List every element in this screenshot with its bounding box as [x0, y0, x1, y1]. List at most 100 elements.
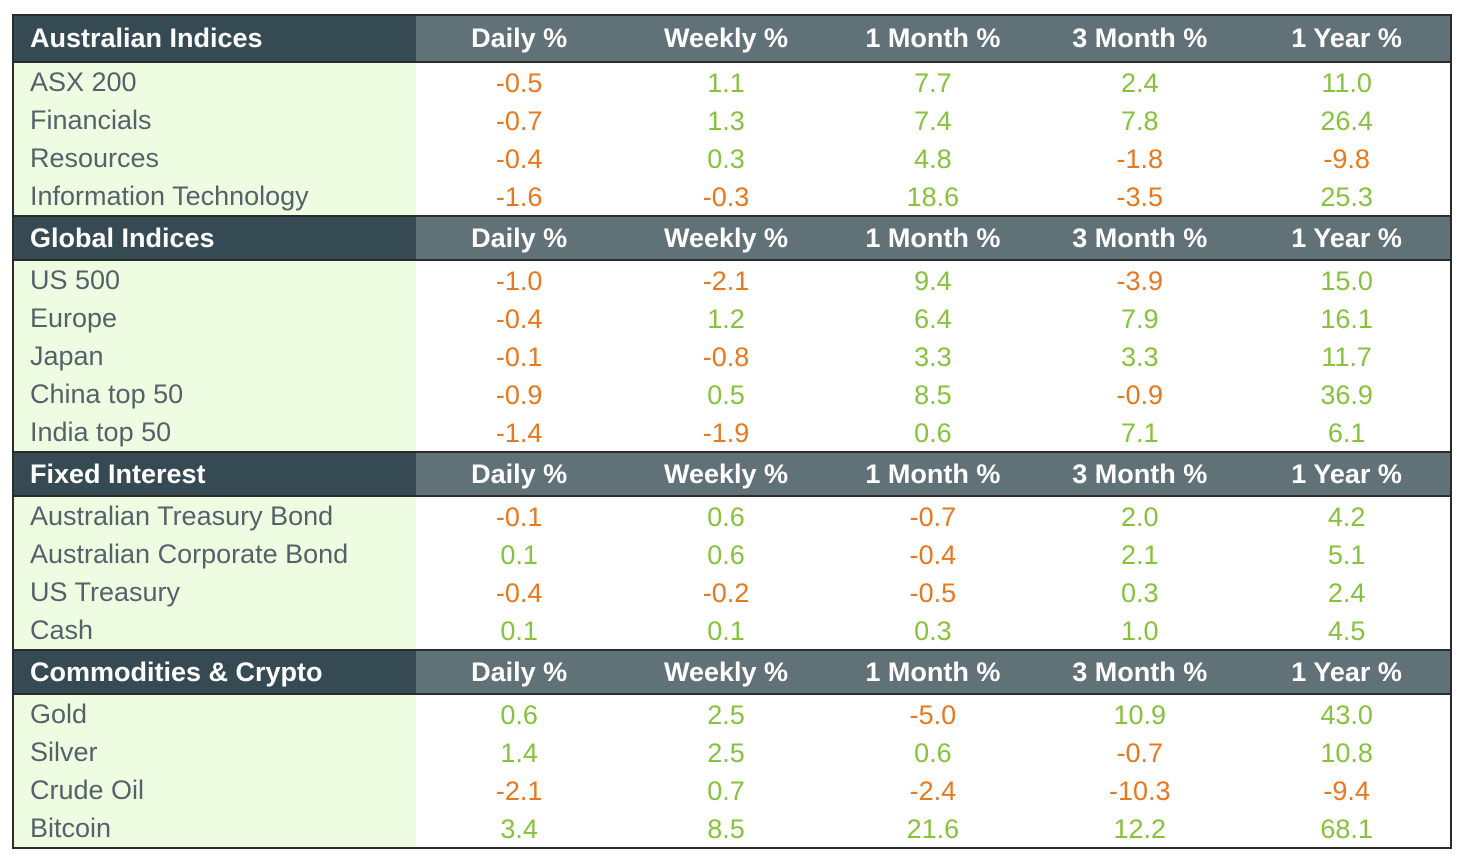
row-label: India top 50 [14, 413, 416, 451]
value-cell: 4.8 [914, 144, 952, 174]
value-cell: 2.0 [1120, 502, 1159, 532]
table-row: Europe -0.4 1.2 6.4 7.9 16.1 [14, 299, 1450, 337]
row-label: ASX 200 [14, 63, 416, 101]
value-cell: 16.1 [1320, 304, 1373, 334]
value-cell: -0.4 [495, 578, 543, 608]
row-label: Japan [14, 337, 416, 375]
value-cell: -0.7 [1116, 738, 1163, 768]
value-cell: 2.4 [1120, 68, 1159, 98]
column-header: Weekly % [622, 453, 830, 495]
column-header: 1 Month % [829, 651, 1037, 693]
value-cell: 7.1 [1120, 418, 1159, 448]
column-header: 1 Month % [829, 217, 1037, 259]
value-cell: 0.6 [500, 700, 538, 730]
value-cell: 4.2 [1327, 502, 1366, 532]
market-performance-table: Australian Indices Daily % Weekly % 1 Month… [12, 14, 1452, 849]
value-cell: -3.9 [1116, 266, 1163, 296]
table-row: ASX 200 -0.5 1.1 7.7 2.4 11.0 [14, 63, 1450, 101]
value-cell: -9.8 [1323, 144, 1370, 174]
value-cell: 6.1 [1327, 418, 1366, 448]
value-cell: 1.3 [707, 106, 745, 136]
row-label: Australian Corporate Bond [14, 535, 416, 573]
value-cell: 0.3 [914, 616, 952, 646]
value-cell: 68.1 [1320, 814, 1373, 844]
value-cell: 18.6 [906, 182, 960, 212]
column-header: Weekly % [622, 651, 830, 693]
value-cell: -2.4 [909, 776, 957, 806]
column-header: 1 Month % [829, 453, 1037, 495]
value-cell: 7.9 [1120, 304, 1159, 334]
value-cell: 0.5 [707, 380, 745, 410]
value-cell: -0.7 [909, 502, 957, 532]
value-cell: -1.4 [495, 418, 543, 448]
row-label: Cash [14, 611, 416, 649]
value-cell: -1.8 [1116, 144, 1163, 174]
value-cell: 12.2 [1113, 814, 1167, 844]
column-header: Daily % [415, 453, 623, 495]
value-cell: 2.5 [707, 738, 745, 768]
value-cell: 0.1 [500, 540, 538, 570]
value-cell: 2.1 [1120, 540, 1159, 570]
value-cell: 3.4 [500, 814, 538, 844]
value-cell: 2.5 [707, 700, 745, 730]
column-header: 3 Month % [1036, 217, 1244, 259]
row-label: Gold [14, 695, 416, 733]
column-header: 3 Month % [1036, 16, 1244, 61]
table-row: Silver 1.4 2.5 0.6 -0.7 10.8 [14, 733, 1450, 771]
column-header: 1 Year % [1243, 217, 1451, 259]
value-cell: -1.0 [495, 266, 543, 296]
column-header: Daily % [415, 16, 623, 61]
value-cell: -0.5 [495, 68, 543, 98]
value-cell: -0.5 [909, 578, 957, 608]
value-cell: 1.4 [500, 738, 538, 768]
column-header: 3 Month % [1036, 453, 1244, 495]
table-section: Commodities & Crypto Daily % Weekly % 1 Mon… [14, 649, 1451, 847]
column-header: 1 Month % [829, 16, 1037, 61]
value-cell: 3.3 [914, 342, 952, 372]
value-cell: 0.6 [914, 738, 952, 768]
table-row: Resources -0.4 0.3 4.8 -1.8 -9.8 [14, 139, 1450, 177]
column-header: 1 Year % [1243, 16, 1451, 61]
value-cell: -0.4 [495, 144, 543, 174]
row-label: Financials [14, 101, 416, 139]
value-cell: 0.1 [500, 616, 538, 646]
column-header: Daily % [415, 217, 623, 259]
value-cell: -0.8 [702, 342, 750, 372]
section-title: Global Indices [14, 217, 416, 259]
value-cell: -5.0 [909, 700, 957, 730]
value-cell: 7.7 [914, 68, 952, 98]
value-cell: 25.3 [1320, 182, 1373, 212]
value-cell: -0.9 [495, 380, 543, 410]
value-cell: 7.8 [1120, 106, 1159, 136]
section-header-row: Fixed Interest Daily % Weekly % 1 Month % 3 … [14, 451, 1451, 497]
value-cell: 1.0 [1120, 616, 1159, 646]
row-label: Silver [14, 733, 416, 771]
column-header: Daily % [415, 651, 623, 693]
value-cell: 21.6 [906, 814, 960, 844]
value-cell: 15.0 [1320, 266, 1373, 296]
section-title: Fixed Interest [14, 453, 416, 495]
value-cell: -0.4 [495, 304, 543, 334]
value-cell: 0.7 [707, 776, 745, 806]
value-cell: -1.9 [702, 418, 750, 448]
table-row: Bitcoin 3.4 8.5 21.6 12.2 68.1 [14, 809, 1450, 847]
row-label: Europe [14, 299, 416, 337]
column-header: Weekly % [622, 16, 830, 61]
column-header: 1 Year % [1243, 453, 1451, 495]
value-cell: -10.3 [1108, 776, 1171, 806]
value-cell: 8.5 [707, 814, 745, 844]
value-cell: 0.6 [707, 540, 745, 570]
value-cell: 0.6 [914, 418, 952, 448]
value-cell: 26.4 [1320, 106, 1373, 136]
row-label: Bitcoin [14, 809, 416, 847]
section-title: Australian Indices [14, 16, 416, 61]
table-row: US Treasury -0.4 -0.2 -0.5 0.3 2.4 [14, 573, 1450, 611]
value-cell: 10.8 [1320, 738, 1373, 768]
value-cell: 3.3 [1120, 342, 1159, 372]
value-cell: 8.5 [914, 380, 952, 410]
section-header-row: Global Indices Daily % Weekly % 1 Month % 3 … [14, 215, 1451, 261]
row-label: US Treasury [14, 573, 416, 611]
table-row: Cash 0.1 0.1 0.3 1.0 4.5 [14, 611, 1450, 649]
row-label: Information Technology [14, 177, 416, 215]
row-label: Crude Oil [14, 771, 416, 809]
